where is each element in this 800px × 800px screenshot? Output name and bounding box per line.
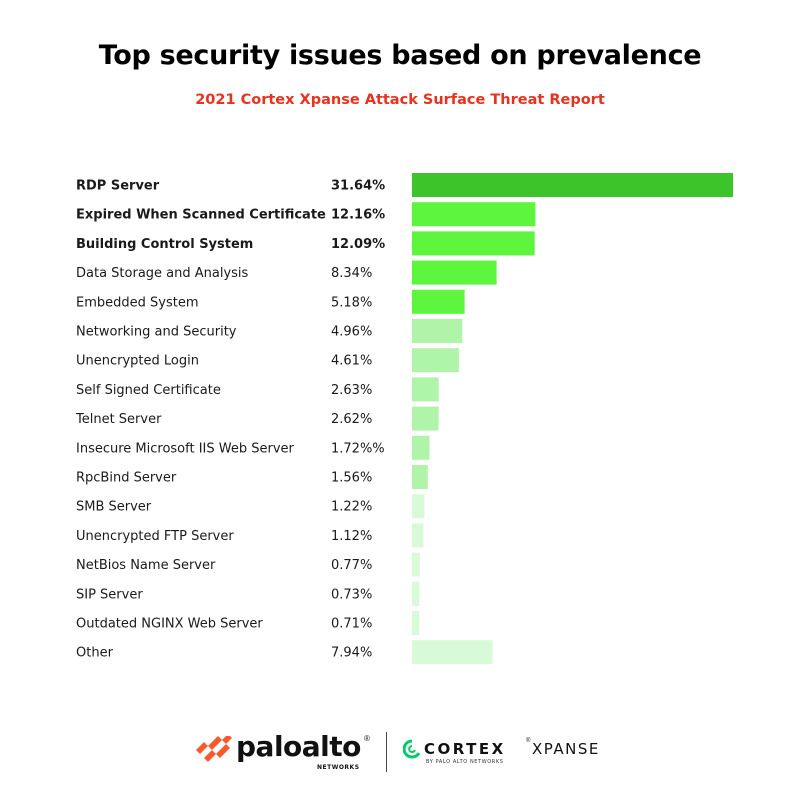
category-label-2: Building Control System — [76, 237, 253, 252]
value-label-15: 0.71% — [331, 617, 372, 632]
value-label-16: 7.94% — [331, 646, 372, 661]
category-label-0: RDP Server — [76, 179, 160, 194]
category-label-4: Embedded System — [76, 295, 199, 310]
paloalto-wordmark: paloalto — [236, 730, 361, 763]
value-label-1: 12.16% — [331, 208, 385, 223]
bar-6 — [412, 348, 459, 373]
bar-14 — [412, 581, 420, 606]
paloalto-reg-mark: ® — [364, 734, 370, 743]
bar-0 — [412, 173, 733, 197]
cortex-wordmark: CORTEX — [424, 740, 506, 758]
category-label-15: Outdated NGINX Web Server — [76, 617, 263, 632]
category-label-7: Self Signed Certificate — [76, 383, 221, 398]
value-label-11: 1.22% — [331, 500, 372, 515]
value-label-7: 2.63% — [331, 383, 372, 398]
category-label-11: SMB Server — [76, 500, 152, 515]
paloalto-networks-label: NETWORKS — [317, 764, 360, 771]
value-label-10: 1.56% — [331, 471, 372, 486]
value-label-6: 4.61% — [331, 354, 372, 369]
category-label-8: Telnet Server — [75, 412, 162, 427]
value-label-2: 12.09% — [331, 237, 385, 252]
category-label-5: Networking and Security — [76, 325, 237, 340]
value-label-0: 31.64% — [331, 179, 385, 194]
category-label-13: NetBios Name Server — [76, 558, 216, 573]
value-label-13: 0.77% — [331, 558, 372, 573]
category-label-3: Data Storage and Analysis — [76, 266, 249, 281]
value-label-8: 2.62% — [331, 412, 372, 427]
value-label-12: 1.12% — [331, 529, 372, 544]
value-label-3: 8.34% — [331, 266, 372, 281]
bar-12 — [412, 523, 424, 548]
bar-16 — [412, 640, 493, 665]
bar-10 — [412, 465, 428, 489]
bar-15 — [412, 611, 420, 635]
cortex-ring-icon — [403, 739, 421, 759]
bar-5 — [412, 319, 463, 343]
bar-2 — [412, 231, 535, 256]
chart-title: Top security issues based on prevalence — [98, 40, 702, 71]
category-label-6: Unencrypted Login — [76, 354, 199, 369]
category-label-10: RpcBind Server — [76, 471, 177, 486]
category-label-12: Unencrypted FTP Server — [76, 529, 234, 544]
bar-9 — [412, 435, 430, 460]
logo-divider — [386, 732, 387, 772]
cortex-byline: BY PALO ALTO NETWORKS — [426, 759, 504, 765]
category-label-1: Expired When Scanned Certificate — [76, 208, 326, 223]
category-label-16: Other — [76, 646, 114, 661]
bar-7 — [412, 377, 439, 402]
paloalto-chevrons-icon — [196, 736, 232, 762]
value-label-5: 4.96% — [331, 325, 372, 340]
cortex-tm-mark: ® — [526, 738, 531, 744]
value-label-4: 5.18% — [331, 295, 372, 310]
bar-3 — [412, 260, 497, 285]
xpanse-wordmark: XPANSE — [532, 740, 600, 758]
chart-subtitle: 2021 Cortex Xpanse Attack Surface Threat… — [195, 92, 605, 108]
bar-1 — [412, 202, 536, 227]
footer-logos: paloalto ® NETWORKS CORTEX ® XPANSE BY P… — [0, 728, 800, 778]
bar-4 — [412, 289, 465, 314]
value-label-9: 1.72%% — [331, 441, 385, 456]
bar-11 — [412, 494, 425, 519]
bar-13 — [412, 552, 420, 577]
bar-8 — [412, 406, 439, 431]
category-label-14: SIP Server — [76, 587, 143, 602]
value-label-14: 0.73% — [331, 587, 372, 602]
category-label-9: Insecure Microsoft IIS Web Server — [76, 441, 295, 456]
